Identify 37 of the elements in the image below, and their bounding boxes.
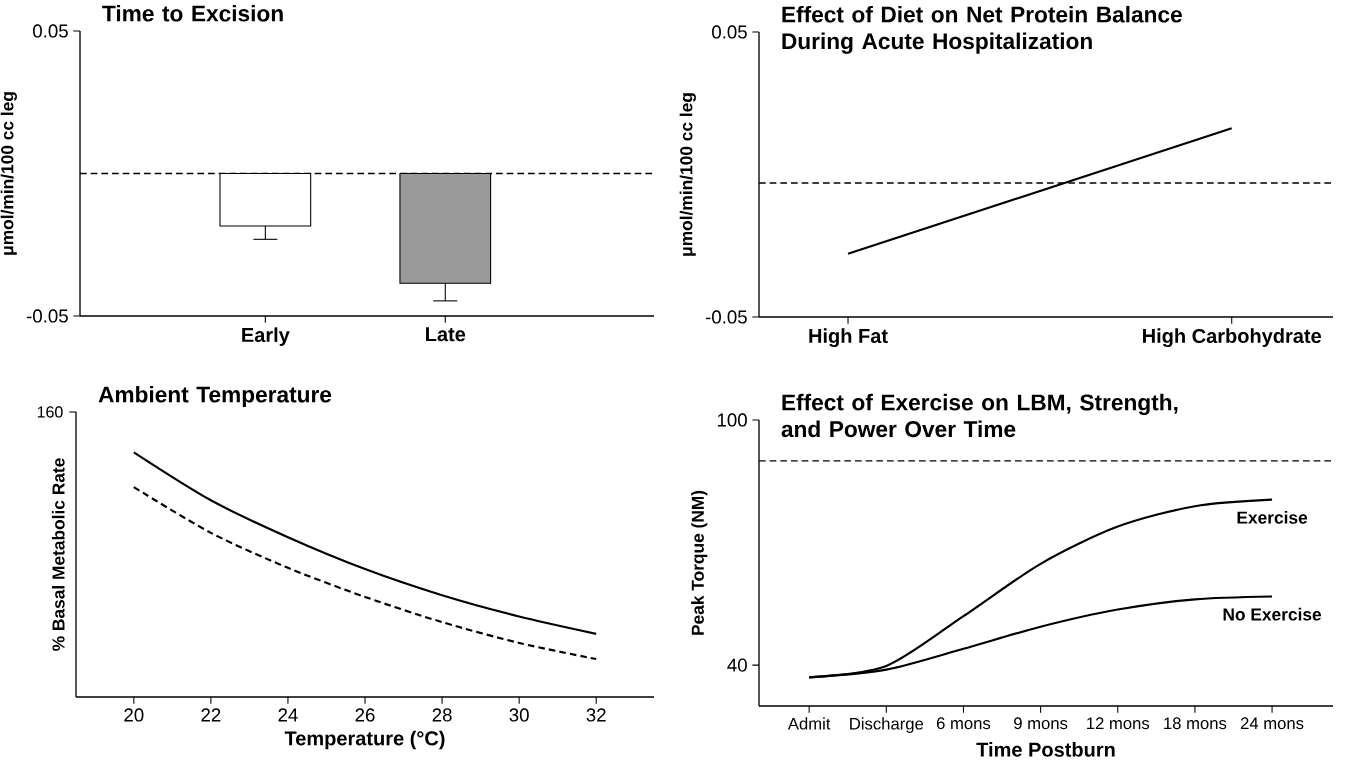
- x-axis-title: Temperature (°C): [284, 730, 445, 750]
- y-tick-label: 40: [727, 658, 747, 672]
- x-axis-title: Time Postburn: [976, 742, 1115, 757]
- x-tick-label: 6 mons: [936, 717, 991, 730]
- x-tick-label: Early: [242, 327, 290, 346]
- y-tick-label: 0.05: [33, 24, 68, 38]
- y-tick-label: 0.05: [712, 25, 747, 39]
- y-axis-title: μmol/min/100 cc leg: [679, 93, 696, 256]
- x-tick-label: High Fat: [809, 328, 888, 348]
- x-tick-label: 28: [432, 708, 452, 722]
- x-tick-label: 20: [124, 708, 144, 722]
- y-tick-label: -0.05: [26, 309, 68, 323]
- y-axis-title: μmol/min/100 cc leg: [0, 92, 17, 255]
- chart-title: Effect of Exercise on LBM, Strength, and Power Over Time: [781, 393, 1178, 438]
- x-tick-label: 26: [355, 708, 375, 722]
- series-label: Exercise: [1237, 511, 1308, 524]
- x-tick-label: 18 mons: [1164, 717, 1227, 730]
- chart-title: Time to Excision: [102, 4, 283, 22]
- x-tick-label: 32: [586, 708, 606, 722]
- x-tick-label: 12 mons: [1087, 717, 1150, 730]
- x-tick-label: Discharge: [850, 717, 924, 733]
- y-axis-title: Peak Torque (NM): [691, 490, 708, 635]
- y-tick-label: -0.05: [705, 310, 747, 324]
- x-tick-label: 30: [509, 708, 529, 722]
- y-tick-label: 100: [717, 413, 747, 427]
- x-tick-label: 22: [201, 708, 221, 722]
- x-tick-label: 9 mons: [1014, 717, 1068, 730]
- series-label: No Exercise: [1223, 607, 1322, 621]
- y-axis-title: % Basal Metabolic Rate: [51, 458, 65, 651]
- x-tick-label: Admit: [787, 717, 831, 730]
- x-tick-label: High Carbohydrate: [1143, 328, 1322, 348]
- chart-title: Effect of Diet on Net Protein Balance During Acute Hospitalization: [782, 5, 1182, 54]
- chart-title: Ambient Temperature: [98, 385, 332, 408]
- x-tick-label: 24 mons: [1240, 717, 1304, 730]
- x-tick-label: Late: [426, 327, 466, 342]
- text: 160: [37, 406, 63, 418]
- x-tick-label: 24: [278, 708, 298, 722]
